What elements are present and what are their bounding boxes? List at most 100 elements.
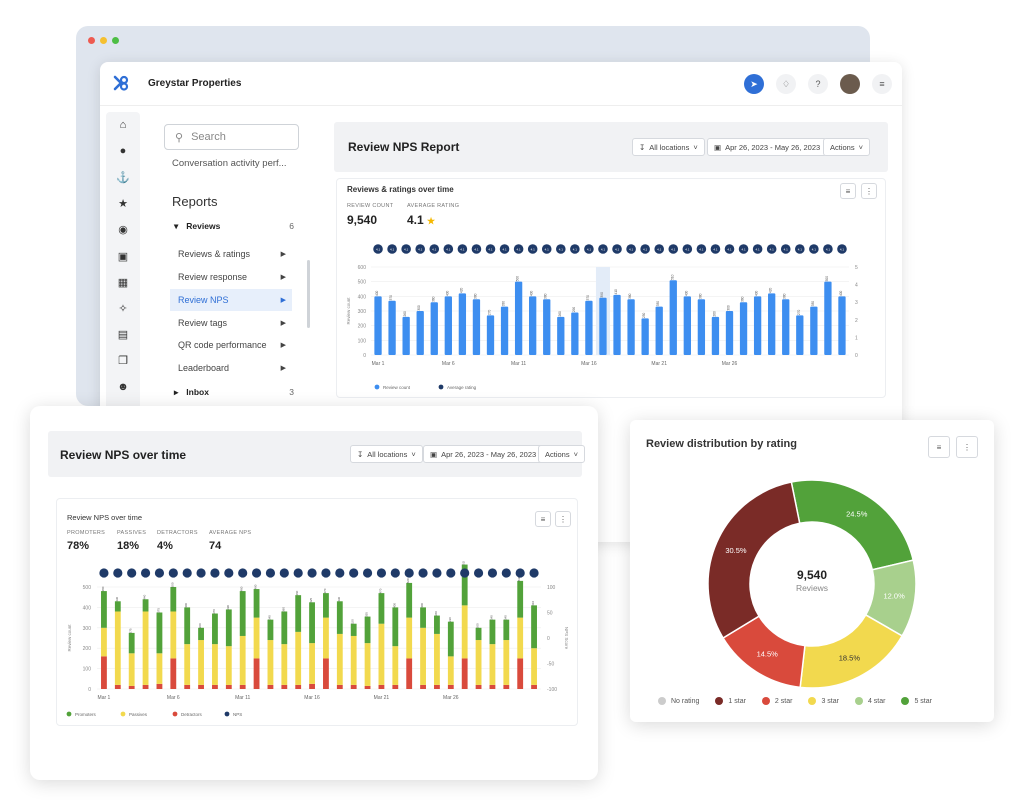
legend-swatch (715, 697, 724, 705)
anchor-icon[interactable]: ⚓ (116, 171, 130, 184)
chat-icon[interactable]: ● (119, 145, 127, 158)
rating-label: 4.1 (432, 248, 437, 252)
rating-label: 4.1 (798, 248, 803, 252)
stacked-bar-segment (323, 593, 329, 618)
bar (374, 296, 382, 355)
stacked-bar-segment (392, 607, 399, 647)
sidebar-item-qr-code-performance[interactable]: QR code performance ▶ (170, 334, 292, 356)
sidebar-item-conversation-activity[interactable]: Conversation activity perf... (172, 158, 287, 169)
y2-tick-label: 0 (547, 636, 550, 642)
nps-marker (515, 568, 525, 578)
sidebar-item-review-response[interactable]: Review response ▶ (170, 266, 292, 288)
date-range-filter[interactable]: ▣ Apr 26, 2023 - May 26, 2023 (707, 138, 828, 156)
stacked-bar-segment (350, 623, 357, 636)
stacked-bar-segment (225, 609, 232, 647)
stacked-bar-segment (295, 684, 302, 689)
stacked-bar-segment (156, 683, 163, 689)
integrations-icon[interactable]: ✧ (118, 302, 128, 315)
y-tick-label: 300 (358, 309, 367, 315)
sidebar-item-review-nps[interactable]: Review NPS ▶ (170, 289, 292, 311)
help-icon[interactable]: ? (808, 74, 828, 94)
close-dot[interactable] (88, 37, 95, 44)
actions-button[interactable]: Actions ˅ (823, 138, 870, 156)
y-tick-label: 300 (83, 626, 92, 632)
sidebar-item-review-tags[interactable]: Review tags ▶ (170, 312, 292, 334)
bar (500, 306, 509, 355)
rating-marker (499, 244, 510, 254)
distribution-title: Review distribution by rating (646, 438, 797, 450)
date-range-filter[interactable]: ▣ Apr 26, 2023 - May 26, 2023 (423, 445, 544, 463)
more-options-icon[interactable]: ⋮ (956, 436, 978, 458)
stacked-bar-segment (420, 607, 426, 628)
rating-label: 4.1 (601, 248, 606, 252)
donut-legend: No rating 1 star 2 star 3 star 4 star 5 star (658, 697, 932, 705)
bell-icon[interactable]: ♢ (776, 74, 796, 94)
y-tick-label: 400 (358, 294, 367, 300)
send-icon[interactable]: ➤ (744, 74, 764, 94)
filter-settings-icon[interactable]: ≡ (535, 511, 551, 527)
x-tick-label: Mar 26 (722, 361, 738, 367)
bar (402, 316, 410, 355)
legend-swatch (66, 711, 72, 717)
reports-heading: Reports (172, 194, 218, 209)
inbox-group[interactable]: ▸ Inbox 3 (174, 387, 294, 398)
more-options-icon[interactable]: ⋮ (861, 183, 877, 199)
stacked-bar-segment (461, 658, 468, 689)
stacked-bar-segment (406, 658, 413, 689)
bar (416, 311, 424, 355)
stacked-bar-segment (281, 611, 288, 645)
stacked-bar-segment (198, 627, 204, 641)
home-icon[interactable]: ⌂ (119, 119, 127, 132)
star-icon[interactable]: ★ (118, 198, 128, 211)
bar (697, 299, 706, 355)
data-label: 380 (698, 293, 702, 299)
brand-logo-icon[interactable] (112, 74, 130, 92)
brand-name: Greystar Properties (148, 78, 242, 89)
chevron-down-icon: ˅ (573, 449, 578, 459)
filter-settings-icon[interactable]: ≡ (840, 183, 856, 199)
apps-icon[interactable]: ≡ (872, 74, 892, 94)
donut-center-value: 9,540 (796, 568, 828, 582)
avatar[interactable] (840, 74, 860, 94)
nps-marker (238, 568, 248, 578)
data-label: 400 (420, 603, 424, 608)
stat-label: PROMOTERS (67, 530, 106, 536)
sidebar-scrollbar[interactable] (307, 260, 310, 328)
rating-marker (809, 244, 819, 254)
stacked-bar-segment (128, 685, 135, 689)
stacked-bar-segment (378, 684, 385, 689)
reviews-group[interactable]: ▾ Reviews 6 (174, 221, 294, 232)
stacked-bar-segment (239, 591, 246, 636)
filter-settings-icon[interactable]: ≡ (928, 436, 950, 458)
document-icon[interactable]: ▤ (117, 329, 129, 342)
reviews-ratings-chart: 0 100 200 300 400 500 600 0 1 2 3 4 5 Review count 400… (346, 244, 858, 390)
users-icon[interactable]: ☻ (117, 380, 129, 393)
minimize-dot[interactable] (100, 37, 107, 44)
y2-tick-label: 0 (855, 353, 858, 359)
data-label: 490 (254, 584, 258, 589)
data-label: 500 (825, 276, 829, 282)
sidebar-item-reviews-ratings[interactable]: Reviews & ratings ▶ (170, 243, 292, 265)
rating-label: 4.1 (502, 248, 507, 252)
stat-value: 18% (117, 540, 140, 552)
locations-filter[interactable]: ↧ All locations ˅ (350, 445, 423, 463)
calendar-icon[interactable]: ▣ (117, 250, 129, 263)
search-input[interactable]: ⚲ Search (164, 124, 299, 150)
download-icon: ↧ (357, 449, 364, 459)
rating-marker (513, 244, 524, 254)
y-tick-label: 600 (358, 265, 367, 271)
legend-item: 4 star (854, 697, 885, 705)
nps-marker (529, 568, 539, 578)
more-options-icon[interactable]: ⋮ (555, 511, 571, 527)
data-label: 380 (281, 607, 285, 612)
actions-button[interactable]: Actions ˅ (538, 445, 585, 463)
info-icon[interactable]: ◉ (118, 224, 128, 237)
copy-icon[interactable]: ❐ (118, 355, 128, 368)
grid-icon[interactable]: ▦ (117, 276, 129, 289)
maximize-dot[interactable] (112, 37, 119, 44)
nps-marker (487, 568, 498, 578)
nps-marker (418, 568, 428, 578)
bar (683, 296, 691, 355)
locations-filter[interactable]: ↧ All locations ˅ (632, 138, 705, 156)
sidebar-item-leaderboard[interactable]: Leaderboard ▶ (170, 357, 292, 379)
